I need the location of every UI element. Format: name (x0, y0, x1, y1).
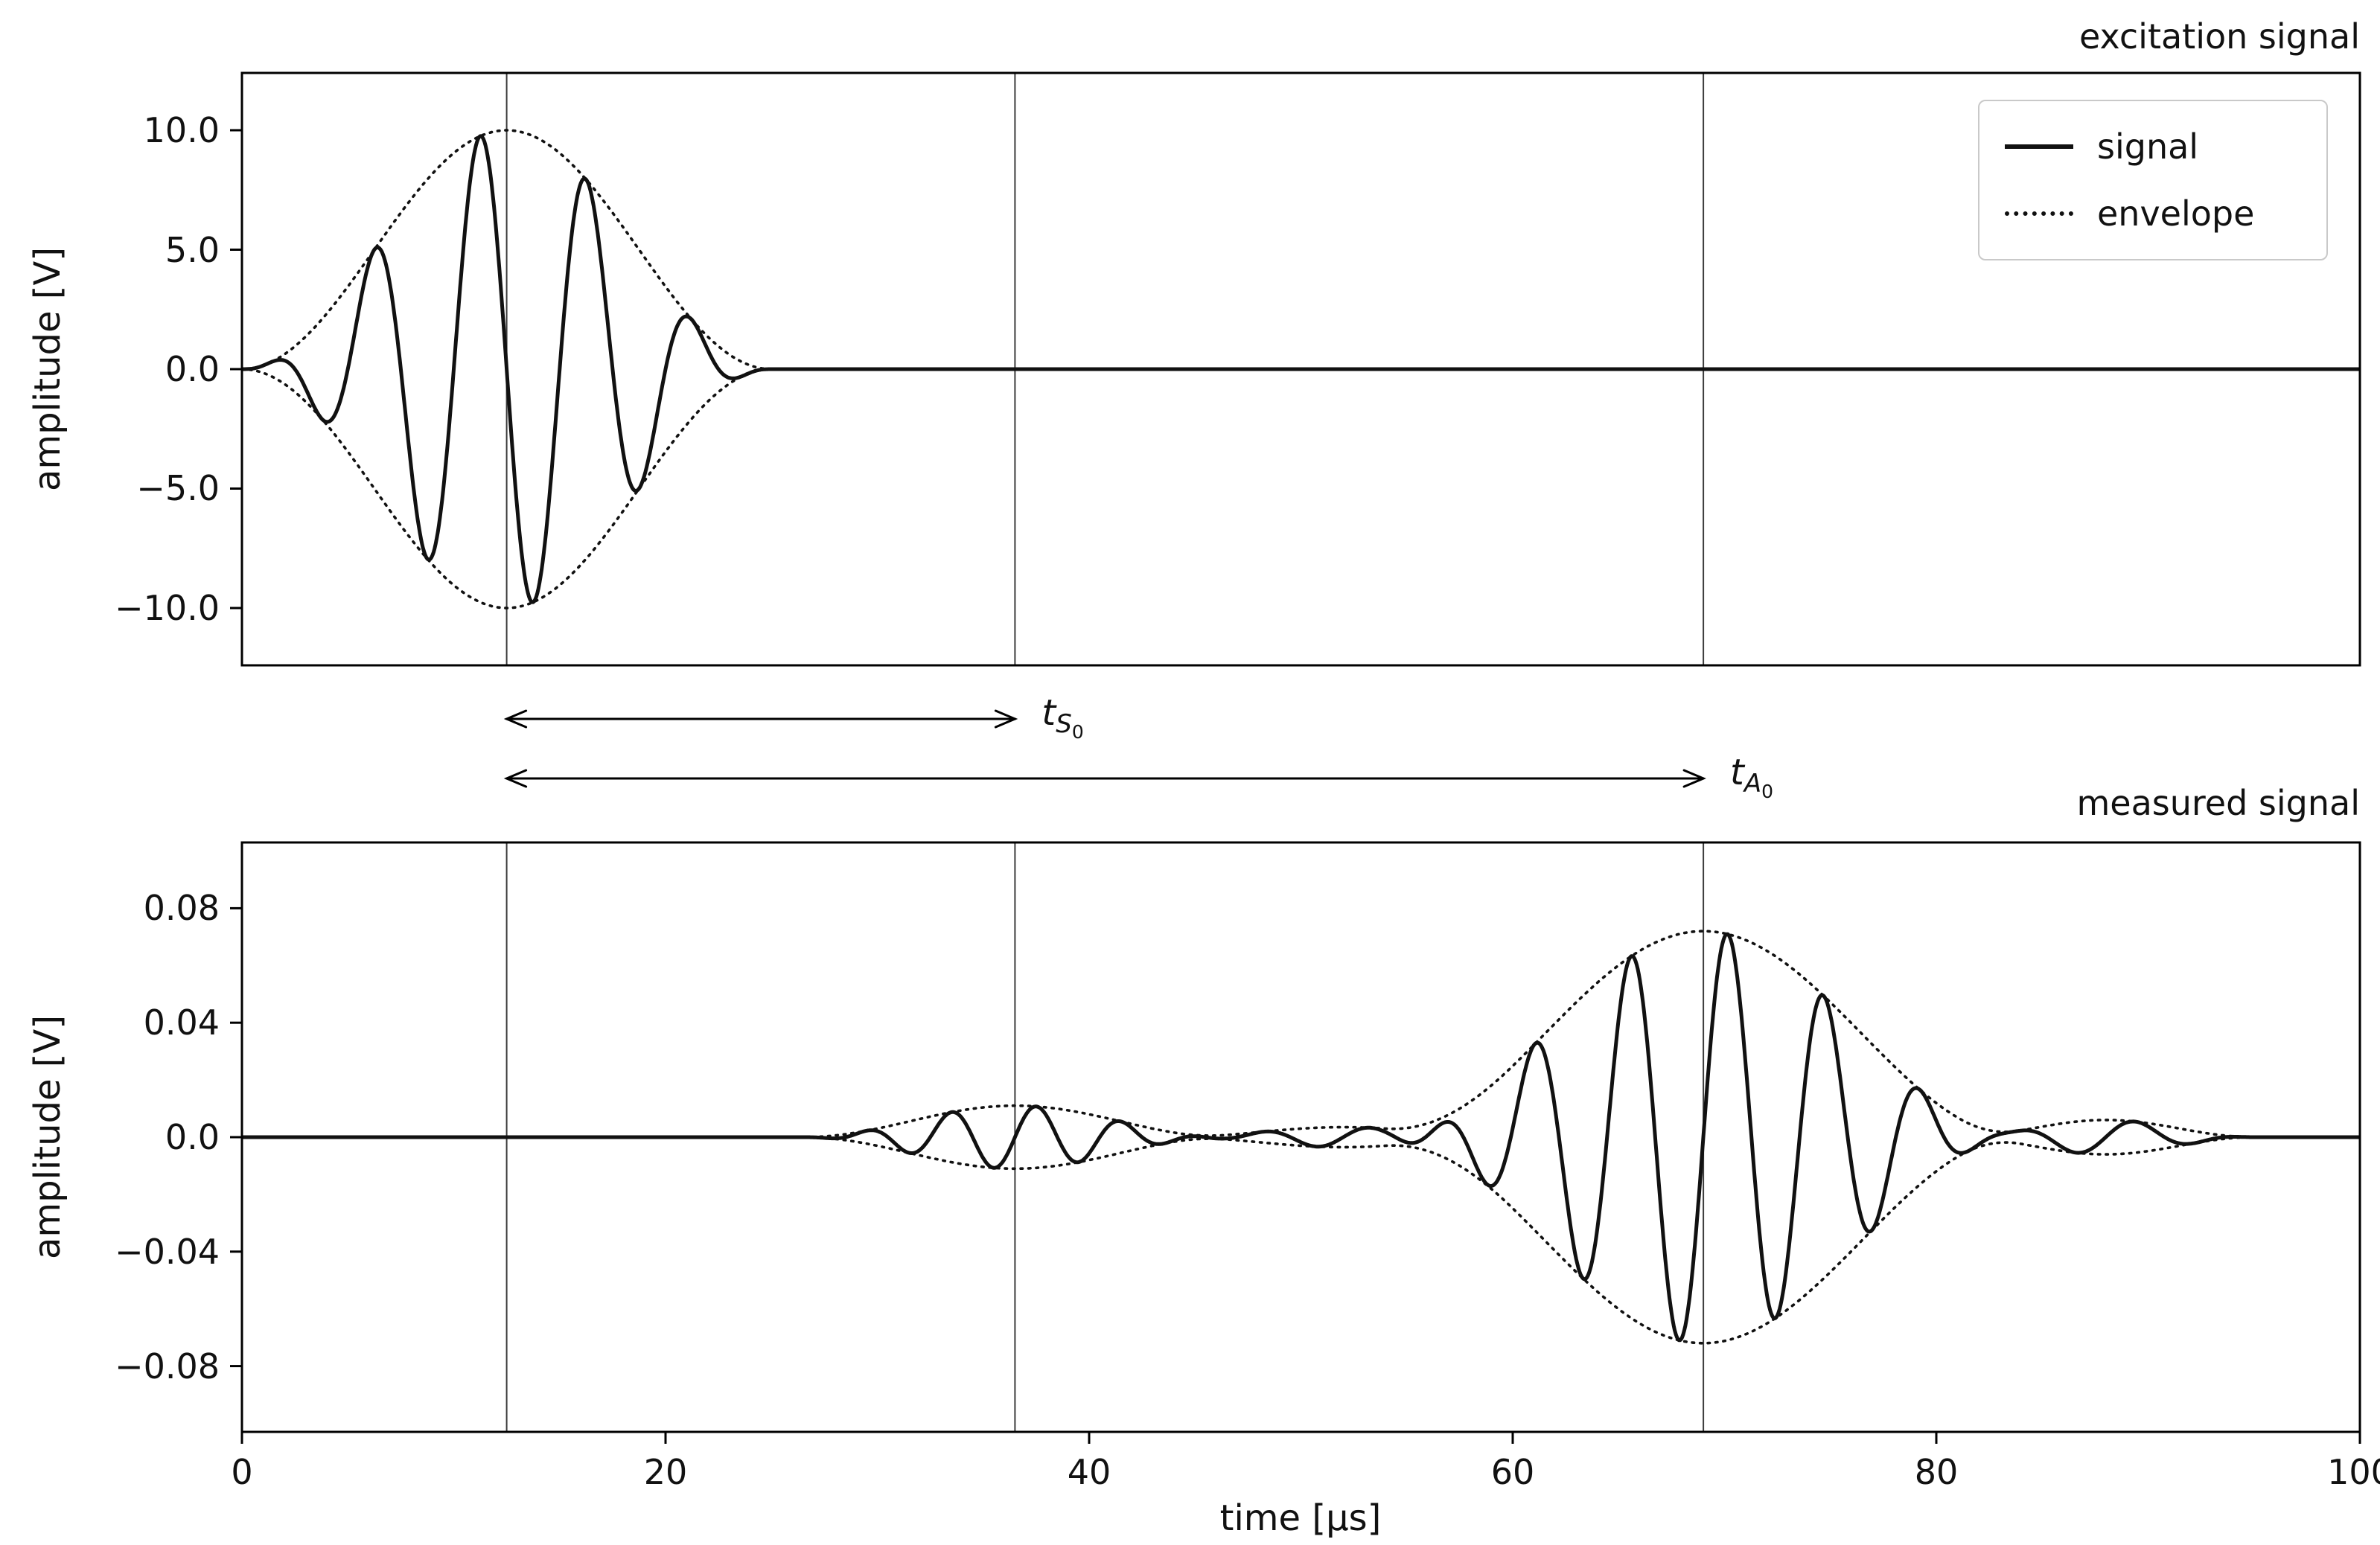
x-tick-label: 0 (231, 1452, 253, 1492)
y-tick-label: 0.0 (165, 349, 220, 389)
tof-a0-symbol: t (1730, 752, 1744, 793)
y-tick-label: −10.0 (115, 587, 220, 628)
dotted-line-sample-icon (2005, 211, 2073, 216)
x-tick-label: 20 (643, 1452, 688, 1492)
time-of-flight-A0-arrow (503, 769, 1706, 788)
tof-s0-symbol: t (1041, 692, 1056, 734)
top-y-axis-label: amplitude [V] (27, 246, 68, 492)
x-tick-label: 80 (1914, 1452, 1959, 1492)
signal-path (240, 134, 2361, 604)
y-tick-label: 0.04 (143, 1002, 220, 1043)
tof-a0-label: tA0 (1730, 752, 1774, 802)
signal-path (240, 932, 2361, 1343)
y-tick-label: 0.08 (143, 888, 220, 929)
envelope-lower-path (240, 1136, 2361, 1345)
envelope-lower-path (240, 368, 2361, 610)
envelope-upper-path (240, 930, 2361, 1139)
solid-line-sample-icon (2005, 144, 2073, 149)
y-tick-label: −0.04 (115, 1231, 220, 1272)
tof-s0-label: tS0 (1041, 692, 1084, 743)
y-tick-label: 10.0 (143, 110, 220, 151)
y-tick-label: 5.0 (165, 229, 220, 270)
chart-0 (230, 71, 2361, 667)
time-of-flight-S0-arrow (503, 709, 1018, 729)
bottom-chart-title: measured signal (2076, 783, 2360, 823)
y-tick-label: −0.08 (115, 1346, 220, 1386)
y-tick-label: 0.0 (165, 1117, 220, 1157)
x-tick-label: 100 (2327, 1452, 2380, 1492)
bottom-y-axis-label: amplitude [V] (27, 1014, 68, 1260)
legend-label-signal: signal (2097, 127, 2199, 167)
legend-label-envelope: envelope (2097, 193, 2255, 234)
legend-entry-signal: signal (2005, 113, 2301, 180)
x-tick-label: 40 (1067, 1452, 1111, 1492)
chart-1 (230, 841, 2361, 1444)
x-tick-label: 60 (1490, 1452, 1535, 1492)
legend: signal envelope (1978, 100, 2328, 260)
legend-entry-envelope: envelope (2005, 180, 2301, 247)
x-axis-label: time [µs] (1219, 1497, 1382, 1539)
top-chart-title: excitation signal (2078, 16, 2360, 57)
y-tick-label: −5.0 (136, 468, 220, 509)
